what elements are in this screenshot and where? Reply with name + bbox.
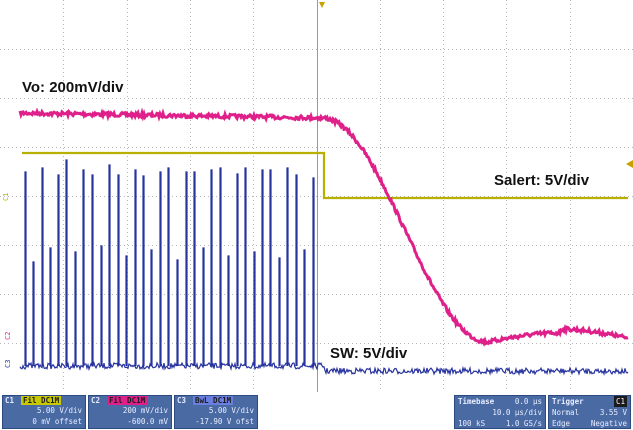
c3-ground-marker: C3 xyxy=(4,360,12,368)
trigger-type: Edge xyxy=(552,419,571,428)
sw-scale-label: SW: 5V/div xyxy=(330,345,408,362)
trigger-level: 3.55 V xyxy=(599,408,627,417)
channel-2-offset: -600.0 mV xyxy=(127,417,168,426)
trigger-slope: Negative xyxy=(590,419,627,428)
timebase-title: Timebase xyxy=(458,397,495,406)
channel-2-tag: Fil DC1M xyxy=(107,396,148,405)
trigger-panel[interactable]: Trigger C1 Normal 3.55 V Edge Negative xyxy=(548,395,631,429)
channel-1-offset: 0 mV offset xyxy=(32,417,82,426)
channel-1-tag: Fil DC1M xyxy=(21,396,62,405)
channel-1-number: C1 xyxy=(5,396,15,405)
c2-ground-marker: C2 xyxy=(4,332,12,340)
channel-3-scale: 5.00 V/div xyxy=(208,406,254,415)
timebase-panel[interactable]: Timebase 0.0 µs 10.0 µs/div 100 kS 1.0 GS/… xyxy=(454,395,546,429)
oscilloscope-status-bar: C1 Fil DC1M 5.00 V/div 0 mV offset C2 Fi… xyxy=(0,392,633,430)
c1-ground-marker: C1 xyxy=(2,193,10,201)
trigger-mode: Normal xyxy=(552,408,580,417)
channel-1-scale: 5.00 V/div xyxy=(36,406,82,415)
vo-waveform-trace xyxy=(18,107,629,348)
graticule-grid xyxy=(0,0,633,392)
salert-waveform-trace xyxy=(22,151,628,200)
scope-screen: C1 C2 C3 xyxy=(0,0,633,392)
channel-1-panel[interactable]: C1 Fil DC1M 5.00 V/div 0 mV offset xyxy=(2,395,86,429)
sw-waveform-trace xyxy=(19,159,629,377)
channel-3-panel[interactable]: C3 BwL DC1M 5.00 V/div -17.90 V ofst xyxy=(174,395,258,429)
trigger-source-badge: C1 xyxy=(613,396,627,407)
channel-2-number: C2 xyxy=(91,396,101,405)
trigger-level-marker-icon xyxy=(626,160,633,168)
trigger-title: Trigger xyxy=(552,397,584,406)
timebase-delay: 0.0 µs xyxy=(514,397,542,406)
timebase-sample-rate: 1.0 GS/s xyxy=(505,419,542,428)
channel-3-tag: BwL DC1M xyxy=(193,396,234,405)
trigger-time-marker-icon xyxy=(319,2,325,8)
channel-2-scale: 200 mV/div xyxy=(122,406,168,415)
salert-scale-label: Salert: 5V/div xyxy=(494,172,590,189)
channel-2-panel[interactable]: C2 Fil DC1M 200 mV/div -600.0 mV xyxy=(88,395,172,429)
timebase-per-div: 10.0 µs/div xyxy=(492,408,542,417)
channel-3-number: C3 xyxy=(177,396,187,405)
vo-scale-label: Vo: 200mV/div xyxy=(22,79,124,96)
timebase-samples: 100 kS xyxy=(458,419,486,428)
channel-3-offset: -17.90 V ofst xyxy=(195,417,254,426)
